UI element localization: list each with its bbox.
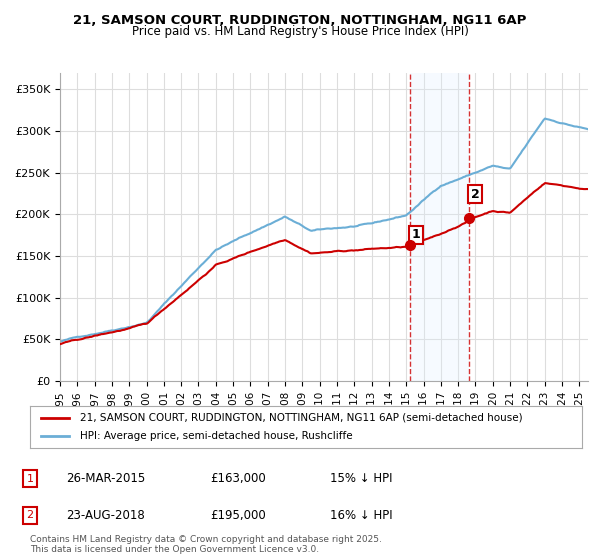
Text: Contains HM Land Registry data © Crown copyright and database right 2025.
This d: Contains HM Land Registry data © Crown c… [30,535,382,554]
Text: £195,000: £195,000 [210,508,266,522]
Text: 1: 1 [412,228,421,241]
Text: 26-MAR-2015: 26-MAR-2015 [66,472,145,486]
Text: 2: 2 [471,188,480,200]
Text: 23-AUG-2018: 23-AUG-2018 [66,508,145,522]
Text: £163,000: £163,000 [210,472,266,486]
Text: Price paid vs. HM Land Registry's House Price Index (HPI): Price paid vs. HM Land Registry's House … [131,25,469,38]
Text: 16% ↓ HPI: 16% ↓ HPI [330,508,392,522]
Text: 15% ↓ HPI: 15% ↓ HPI [330,472,392,486]
Bar [410,73,469,381]
Text: 21, SAMSON COURT, RUDDINGTON, NOTTINGHAM, NG11 6AP (semi-detached house): 21, SAMSON COURT, RUDDINGTON, NOTTINGHAM… [80,413,523,423]
Text: 21, SAMSON COURT, RUDDINGTON, NOTTINGHAM, NG11 6AP: 21, SAMSON COURT, RUDDINGTON, NOTTINGHAM… [73,14,527,27]
Text: HPI: Average price, semi-detached house, Rushcliffe: HPI: Average price, semi-detached house,… [80,431,352,441]
Text: 1: 1 [26,474,34,484]
Text: 2: 2 [26,510,34,520]
